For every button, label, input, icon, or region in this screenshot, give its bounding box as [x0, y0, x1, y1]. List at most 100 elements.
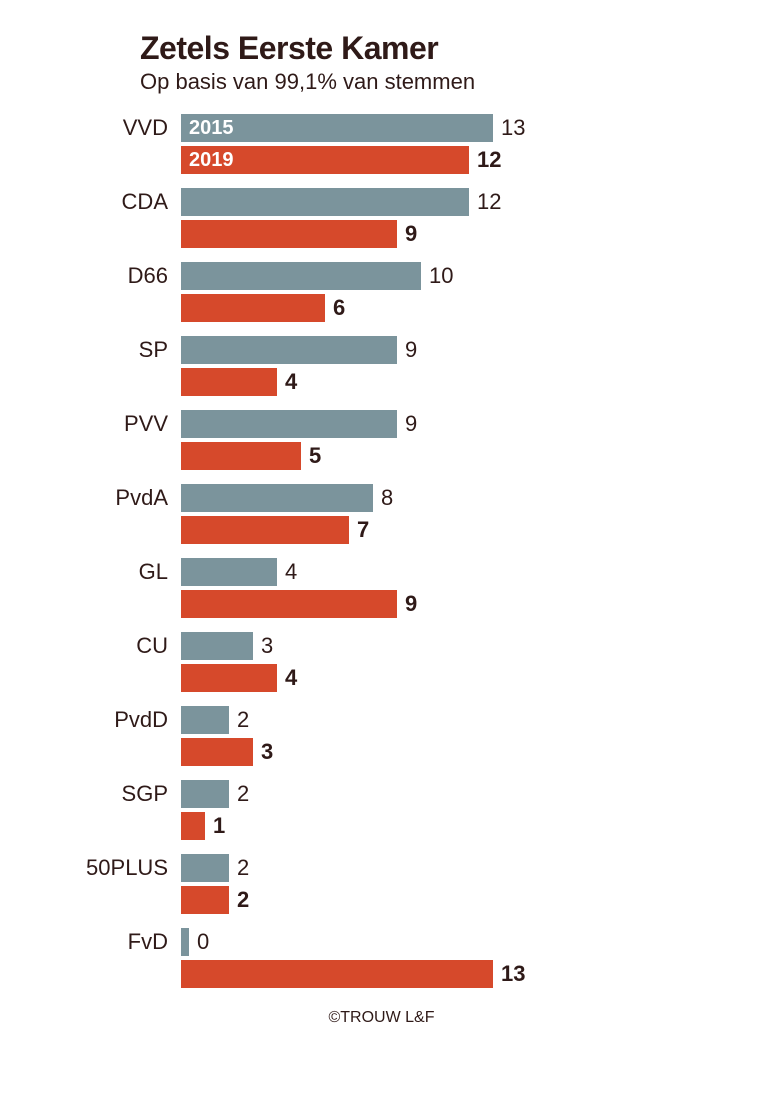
- value-2015: 12: [477, 189, 501, 215]
- bar-2015-line: 4: [181, 557, 713, 587]
- bar-2019-line: 9: [181, 219, 713, 249]
- seats-bar-chart: Zetels Eerste Kamer Op basis van 99,1% v…: [0, 0, 763, 1047]
- value-2019: 5: [309, 443, 321, 469]
- bar-2015: [181, 780, 229, 808]
- party-label: SP: [50, 335, 180, 365]
- value-2019: 4: [285, 369, 297, 395]
- bar-2019-line: 7: [181, 515, 713, 545]
- bar-2019-line: 6: [181, 293, 713, 323]
- bar-2019-line: 4: [181, 367, 713, 397]
- bar-2015: [181, 188, 469, 216]
- value-2019: 6: [333, 295, 345, 321]
- party-row: CU34: [50, 631, 713, 705]
- bar-2019-line: 2019 12: [181, 145, 713, 175]
- value-2019: 3: [261, 739, 273, 765]
- bars-area: 2015 13 2019 12: [180, 113, 713, 187]
- party-row: SP94: [50, 335, 713, 409]
- legend-2015: 2015: [189, 117, 234, 140]
- value-2019: 12: [477, 147, 501, 173]
- bar-2015-line: 9: [181, 409, 713, 439]
- party-label: FvD: [50, 927, 180, 957]
- bar-2015: 2015: [181, 114, 493, 142]
- bars-area: 94: [180, 335, 713, 409]
- bar-2019-line: 4: [181, 663, 713, 693]
- value-2019: 4: [285, 665, 297, 691]
- party-label: CDA: [50, 187, 180, 217]
- party-row: PvdA87: [50, 483, 713, 557]
- party-row: PVV9 5: [50, 409, 713, 483]
- bars-area: 34: [180, 631, 713, 705]
- bar-2019: 2019: [181, 146, 469, 174]
- bars-area: 12 9: [180, 187, 713, 261]
- value-2015: 3: [261, 633, 273, 659]
- party-row: GL 4 9: [50, 557, 713, 631]
- party-row: 50PLUS22: [50, 853, 713, 927]
- bars-area: 23: [180, 705, 713, 779]
- value-2019: 13: [501, 961, 525, 987]
- party-row: VVD 2015 13 2019 12: [50, 113, 713, 187]
- bar-2015-line: 2: [181, 853, 713, 883]
- bar-2015-line: 2015 13: [181, 113, 713, 143]
- bar-2019: [181, 960, 493, 988]
- value-2015: 8: [381, 485, 393, 511]
- bars-area: 10 6: [180, 261, 713, 335]
- bar-2015-line: 8: [181, 483, 713, 513]
- bar-2015-line: 3: [181, 631, 713, 661]
- legend-2019: 2019: [189, 149, 234, 172]
- bar-2015: [181, 632, 253, 660]
- bar-2015-line: 0: [181, 927, 713, 957]
- value-2015: 10: [429, 263, 453, 289]
- bar-2015: [181, 484, 373, 512]
- bar-2015: [181, 854, 229, 882]
- value-2015: 13: [501, 115, 525, 141]
- bar-2019: [181, 220, 397, 248]
- bar-2015: [181, 706, 229, 734]
- bar-2019: [181, 812, 205, 840]
- bars-area: 22: [180, 853, 713, 927]
- bar-2019-line: 13: [181, 959, 713, 989]
- bar-2019: [181, 590, 397, 618]
- value-2019: 7: [357, 517, 369, 543]
- party-label: 50PLUS: [50, 853, 180, 883]
- bar-2019: [181, 442, 301, 470]
- bar-2019: [181, 368, 277, 396]
- bars-area: 87: [180, 483, 713, 557]
- bar-2015-line: 9: [181, 335, 713, 365]
- bars-area: 21: [180, 779, 713, 853]
- party-label: GL: [50, 557, 180, 587]
- value-2015: 4: [285, 559, 297, 585]
- bar-2019-line: 5: [181, 441, 713, 471]
- bar-2015-line: 10: [181, 261, 713, 291]
- bar-2015: [181, 558, 277, 586]
- bar-2015: [181, 262, 421, 290]
- chart-rows: VVD201513201912CDA129D66106SP94PVV95PvdA…: [50, 113, 713, 1001]
- bars-area: 013: [180, 927, 713, 1001]
- party-row: CDA 12 9: [50, 187, 713, 261]
- value-2019: 1: [213, 813, 225, 839]
- bar-2019: [181, 886, 229, 914]
- bar-2019-line: 2: [181, 885, 713, 915]
- value-2019: 9: [405, 591, 417, 617]
- bar-2015-line: 2: [181, 705, 713, 735]
- bar-2019: [181, 664, 277, 692]
- value-2019: 2: [237, 887, 249, 913]
- party-row: PvdD23: [50, 705, 713, 779]
- value-2019: 9: [405, 221, 417, 247]
- chart-subtitle: Op basis van 99,1% van stemmen: [140, 69, 713, 95]
- party-row: FvD013: [50, 927, 713, 1001]
- party-label: SGP: [50, 779, 180, 809]
- bar-2019-line: 3: [181, 737, 713, 767]
- party-label: PVV: [50, 409, 180, 439]
- party-label: PvdA: [50, 483, 180, 513]
- party-row: D66106: [50, 261, 713, 335]
- value-2015: 2: [237, 781, 249, 807]
- bar-2015-line: 2: [181, 779, 713, 809]
- party-row: SGP21: [50, 779, 713, 853]
- bar-2015-line: 12: [181, 187, 713, 217]
- value-2015: 2: [237, 855, 249, 881]
- bar-2019: [181, 738, 253, 766]
- value-2015: 2: [237, 707, 249, 733]
- party-label: VVD: [50, 113, 180, 143]
- bar-2015: [181, 410, 397, 438]
- bar-2015: [181, 336, 397, 364]
